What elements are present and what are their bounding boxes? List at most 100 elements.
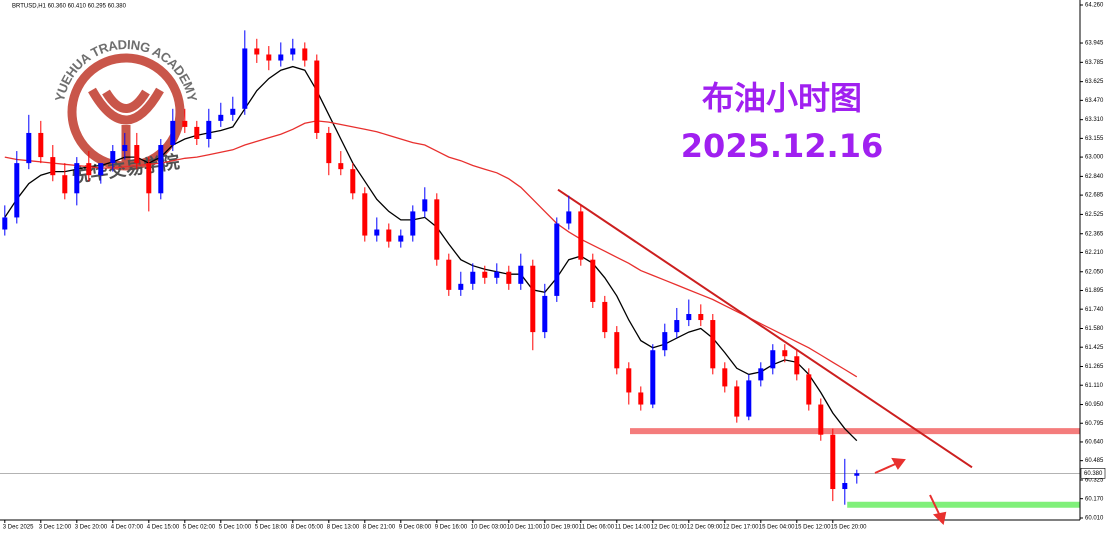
y-tick-label: 61.425 [1085,345,1104,351]
x-tick-label: 8 Dec 21:00 [363,525,396,531]
plot-area [0,30,1080,508]
candle-body [530,265,536,333]
candle-body [398,235,404,242]
y-tick-label: 60.325 [1085,478,1104,484]
candle-body [218,114,224,121]
y-tick-label: 62.210 [1085,250,1104,256]
y-tick-label: 62.525 [1085,212,1104,218]
candle-body [26,132,32,164]
candle-body [830,434,836,490]
x-tick-label: 11 Dec 14:00 [615,525,651,531]
x-tick-label: 3 Dec 12:00 [39,525,72,531]
candle-body [482,271,488,278]
x-tick-label: 8 Dec 05:00 [291,525,324,531]
candle-body [194,126,200,139]
candle-body [590,259,596,302]
candle-body [770,350,776,369]
y-tick-label: 63.945 [1085,41,1104,47]
x-tick-label: 4 Dec 15:00 [147,525,180,531]
y-tick-label: 60.795 [1085,421,1104,427]
x-tick-label: 15 Dec 12:00 [795,525,831,531]
arrow-head [891,457,906,470]
y-tick-label: 63.310 [1085,117,1104,123]
candle-body [854,473,860,476]
candle-body [734,386,740,417]
x-tick-label: 11 Dec 06:00 [579,525,615,531]
y-tick-label: 61.265 [1085,364,1104,370]
x-tick-label: 4 Dec 07:00 [111,525,144,531]
candle-body [818,404,824,435]
x-tick-label: 10 Dec 19:00 [543,525,579,531]
candle-body [182,120,188,127]
y-tick-label: 61.895 [1085,288,1104,294]
candle-body [86,163,92,176]
y-tick-label: 61.110 [1085,383,1104,389]
candle-body [146,163,152,194]
candle-body [410,211,416,236]
y-tick-label: 61.580 [1085,326,1104,332]
candle-body [266,54,272,61]
candle-body [746,380,752,417]
candle-body [230,108,236,115]
candle-body [338,163,344,170]
candle-body [614,332,620,369]
candle-body [446,259,452,290]
candle-body [2,217,8,230]
candle-body [518,265,524,284]
arrows [874,457,947,526]
x-tick-label: 3 Dec 20:00 [75,525,108,531]
candle-body [566,211,572,224]
y-tick-label: 63.000 [1085,155,1104,161]
x-tick-label: 5 Dec 10:00 [219,525,252,531]
price-label-box [1080,468,1106,479]
x-tick-label: 5 Dec 02:00 [183,525,216,531]
y-tick-label: 62.685 [1085,193,1104,199]
candle-body [254,48,260,55]
y-tick-label: 63.785 [1085,60,1104,66]
x-tick-label: 10 Dec 03:00 [471,525,507,531]
candle-body [62,175,68,194]
candle-body [686,314,692,321]
candle-body [794,356,800,375]
candle-body [50,157,56,176]
y-tick-label: 60.010 [1085,516,1104,522]
header: BRTUSD,H1 60.360 60.410 60.295 60.380 [12,4,127,10]
x-tick-label: 12 Dec 09:00 [687,525,723,531]
y-tick-label: 64.260 [1085,3,1104,9]
x-tick-label: 8 Dec 13:00 [327,525,360,531]
candle-body [98,163,104,176]
candle-body [314,60,320,133]
x-tick-label: 9 Dec 08:00 [399,525,432,531]
candle-body [698,314,704,321]
candle-body [278,54,284,61]
x-tick-label: 12 Dec 17:00 [723,525,759,531]
candle-body [662,332,668,351]
candle-body [470,271,476,284]
y-tick-label: 62.050 [1085,269,1104,275]
candle-body [134,145,140,164]
candle-body [806,374,812,405]
candle-body [362,193,368,236]
candle-body [842,482,848,490]
candle-body [38,132,44,158]
candle-body [122,145,128,152]
candle-body [638,392,644,405]
candle-body [506,271,512,284]
candle-body [758,368,764,381]
x-tick-label: 10 Dec 11:00 [507,525,543,531]
y-tick-label: 60.170 [1085,496,1104,502]
candle-body [242,48,248,109]
candle-body [650,350,656,405]
candle-body [626,368,632,393]
y-tick-label: 60.950 [1085,402,1104,408]
chart-title: 布油小时图 [702,79,862,117]
candle-body [578,211,584,260]
candle-body [206,120,212,139]
candle-body [602,301,608,333]
candle-body [554,223,560,296]
x-tick-label: 9 Dec 16:00 [435,525,468,531]
candle-body [722,368,728,387]
y-tick-label: 60.485 [1085,458,1104,464]
candle-body [542,295,548,333]
